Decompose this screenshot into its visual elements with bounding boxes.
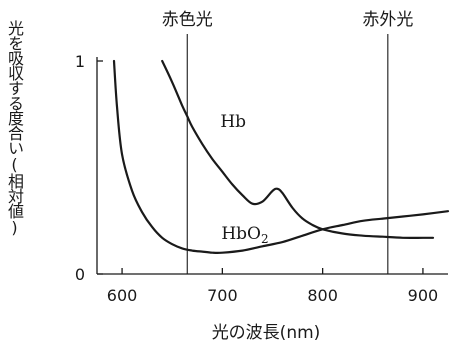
y-tick-label: 1 <box>75 52 85 71</box>
x-tick-label: 900 <box>408 286 439 305</box>
series-label-hb: Hb <box>220 112 246 132</box>
reference-line-label: 赤色光 <box>162 10 213 30</box>
series-curves <box>112 59 450 255</box>
x-tick-label: 700 <box>207 286 238 305</box>
x-tick-label: 800 <box>307 286 338 305</box>
series-label-subscript: 2 <box>261 232 269 246</box>
x-axis-title: 光の波長(nm) <box>212 323 321 343</box>
reference-line-label: 赤外光 <box>362 10 413 30</box>
curve-hbo2 <box>112 59 450 255</box>
curve-hb <box>161 59 435 239</box>
reference-lines: 赤色光 赤外光 <box>162 10 413 274</box>
x-tick-label: 600 <box>107 286 138 305</box>
y-ticks: 01 <box>75 52 103 284</box>
y-tick-label: 0 <box>75 265 85 284</box>
x-ticks: 600 700 800 900 <box>107 268 438 305</box>
series-labels: Hb HbO2 <box>220 112 268 246</box>
y-axis-title: 光を吸収する度合い(相対値) <box>5 20 24 236</box>
series-label-hbo2: HbO2 <box>221 224 268 246</box>
